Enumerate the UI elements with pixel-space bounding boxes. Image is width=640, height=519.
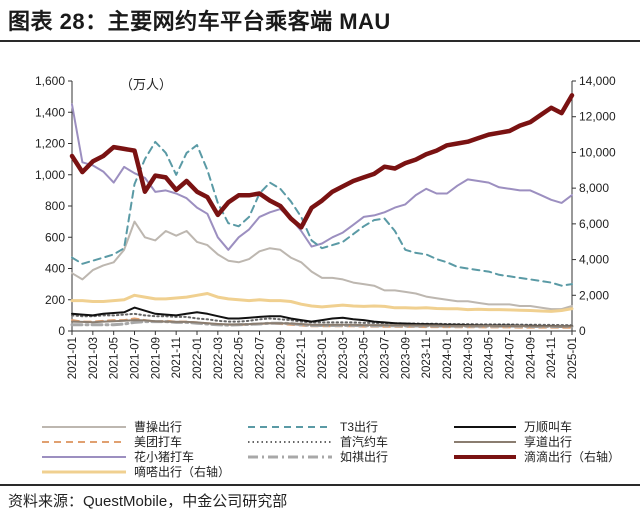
x-tick-label: 2025-01 [567, 337, 579, 379]
series-line-3 [70, 292, 574, 313]
left-tick-label: 1,600 [35, 74, 65, 88]
x-tick-label: 2022-09 [275, 337, 287, 379]
legend-label: 万顺叫车 [524, 420, 573, 434]
legend-item-8: 享道出行 [452, 433, 572, 450]
x-tick-label: 2023-09 [400, 337, 412, 379]
legend-item-7: 万顺叫车 [452, 418, 572, 435]
x-tick-label: 2022-07 [255, 337, 267, 379]
legend-item-0: 曹操出行 [40, 418, 182, 435]
legend-swatch [454, 454, 516, 459]
x-tick-label: 2022-01 [192, 337, 204, 379]
legend-label: 如祺出行 [340, 450, 389, 464]
legend-item-2: 花小猪打车 [40, 448, 194, 465]
left-tick-label: 600 [45, 230, 65, 244]
series-line-4 [71, 140, 573, 287]
x-tick-label: 2022-05 [234, 337, 246, 379]
right-tick-label: 0 [579, 324, 586, 338]
x-tick-label: 2024-03 [463, 337, 475, 379]
x-tick-label: 2021-07 [130, 337, 142, 379]
right-tick-label: 4,000 [579, 253, 609, 267]
x-tick-label: 2024-11 [546, 337, 558, 378]
x-tick-label: 2021-09 [150, 337, 162, 379]
x-tick-label: 2023-01 [317, 337, 329, 379]
x-tick-label: 2021-01 [67, 337, 79, 379]
legend-swatch [454, 425, 516, 428]
legend-swatch [454, 440, 516, 443]
legend-label: 享道出行 [524, 435, 573, 449]
unit-label: （万人） [120, 77, 172, 92]
legend-item-9: 滴滴出行（右轴） [452, 448, 620, 465]
x-tick-label: 2022-11 [296, 337, 308, 378]
chart-legend: 曹操出行 T3出行 万顺叫车美团打车 首汽约车 享道出行花小猪打车 如祺出行 滴滴出行（右轴… [0, 418, 640, 482]
series-line-0 [71, 220, 573, 311]
series-line-8 [71, 319, 573, 328]
legend-label: T3出行 [340, 420, 379, 434]
left-tick-label: 200 [45, 293, 65, 307]
legend-swatch [42, 440, 126, 443]
left-tick-label: 1,000 [35, 168, 65, 182]
legend-swatch [42, 455, 126, 458]
legend-label: 滴滴出行（右轴） [524, 450, 621, 464]
left-tick-label: 400 [45, 262, 65, 276]
mau-line-chart: 0 200 400 600 800 1,000 1,200 1,400 1,600 0 2,000 4… [35, 74, 616, 379]
x-tick-label: 2022-03 [213, 337, 225, 379]
series-line-9 [69, 93, 575, 230]
legend-swatch [248, 425, 332, 428]
left-tick-label: 1,400 [35, 105, 65, 119]
source-note: 资料来源：QuestMobile，中金公司研究部 [8, 493, 288, 510]
legend-swatch [42, 470, 126, 473]
x-tick-label: 2024-05 [484, 337, 496, 379]
right-tick-label: 14,000 [579, 74, 616, 88]
legend-item-1: 美团打车 [40, 433, 182, 450]
x-tick-label: 2021-05 [109, 337, 121, 379]
x-tick-label: 2021-11 [171, 337, 183, 378]
left-tick-label: 1,200 [35, 137, 65, 151]
right-tick-label: 8,000 [579, 181, 609, 195]
right-tick-label: 6,000 [579, 217, 609, 231]
x-tick-label: 2021-03 [88, 337, 100, 379]
legend-label: 曹操出行 [134, 420, 183, 434]
legend-swatch [248, 440, 332, 443]
legend-item-4: T3出行 [246, 418, 378, 435]
left-tick-label: 0 [58, 324, 65, 338]
x-tick-label: 2023-07 [380, 337, 392, 379]
footer-rule [0, 484, 640, 486]
right-tick-label: 10,000 [579, 145, 616, 159]
x-tick-label: 2023-11 [421, 337, 433, 378]
legend-label: 花小猪打车 [134, 450, 195, 464]
legend-item-6: 如祺出行 [246, 448, 388, 465]
legend-item-3: 嘀嗒出行（右轴） [40, 463, 230, 480]
right-tick-label: 12,000 [579, 110, 616, 124]
legend-label: 嘀嗒出行（右轴） [134, 465, 231, 479]
x-tick-label: 2023-03 [338, 337, 350, 379]
series-line-2 [71, 103, 573, 251]
legend-label: 首汽约车 [340, 435, 389, 449]
x-tick-label: 2024-01 [442, 337, 454, 379]
x-tick-label: 2024-07 [505, 337, 517, 379]
legend-swatch [42, 425, 126, 428]
legend-label: 美团打车 [134, 435, 183, 449]
figure-title: 图表 28：主要网约车平台乘客端 MAU [8, 9, 391, 34]
title-rule [0, 40, 640, 42]
left-tick-label: 800 [45, 199, 65, 213]
legend-item-5: 首汽约车 [246, 433, 388, 450]
x-tick-label: 2024-09 [525, 337, 537, 379]
x-tick-label: 2023-05 [359, 337, 371, 379]
legend-swatch [248, 455, 332, 458]
right-tick-label: 2,000 [579, 288, 609, 302]
